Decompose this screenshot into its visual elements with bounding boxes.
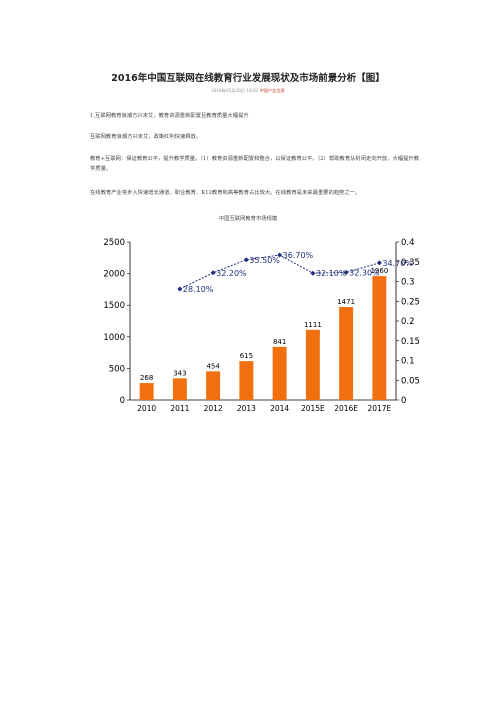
paragraph-4: 在线教育产业将步入快速增长通道。职业教育、K12教育和高等教育占比较大。在线教育…: [90, 190, 361, 196]
right-tick-label: 0.35: [401, 258, 420, 268]
bar: [239, 361, 254, 400]
growth-rate-point: [343, 269, 349, 275]
publish-date: 2016年05月28日 16:02: [211, 88, 259, 93]
paragraph-2: 互联网教育浪潮方兴未艾，政策红利快速释放。: [90, 134, 202, 140]
x-tick-label: 2012: [204, 404, 223, 413]
right-tick-label: 0.15: [401, 337, 420, 347]
growth-rate-label: 32.10%: [316, 269, 347, 278]
x-tick-label: 2015E: [301, 404, 325, 413]
right-tick-label: 0: [401, 396, 406, 406]
x-tick-label: 2016E: [334, 404, 358, 413]
bar: [339, 307, 354, 400]
growth-rate-point: [310, 270, 316, 276]
bar-value-label: 841: [273, 338, 286, 346]
paragraph-1: 1.互联网教育浪潮方兴未艾，教育资源重新配置且教育质量大幅提升: [90, 113, 249, 119]
x-tick-label: 2014: [270, 404, 289, 413]
left-tick-label: 2000: [103, 270, 125, 280]
left-tick-label: 2500: [103, 238, 125, 248]
left-tick-label: 1500: [103, 301, 125, 311]
growth-rate-label: 34.70%: [382, 259, 413, 268]
paragraph-3: 教育+互联网：保证教育公平，提升教学质量。（1）教育资源重新配置和整合，以保证教…: [90, 156, 419, 172]
page-title: 2016年中国互联网在线教育行业发展现状及市场前景分析【图】: [111, 73, 385, 84]
left-tick-label: 500: [109, 364, 125, 374]
growth-rate-point: [177, 286, 183, 292]
x-tick-label: 2011: [170, 404, 189, 413]
chart-caption: 中国互联网教育市场规模: [218, 216, 278, 222]
bar-value-label: 1111: [304, 321, 322, 329]
x-tick-label: 2017E: [367, 404, 391, 413]
right-tick-label: 0.3: [401, 278, 415, 288]
right-tick-label: 0.2: [401, 317, 415, 327]
bar-value-label: 615: [240, 352, 253, 360]
bar-value-label: 1960: [370, 267, 388, 275]
author-link[interactable]: 中国产业信息: [259, 88, 285, 93]
growth-rate-label: 35.50%: [249, 256, 280, 265]
growth-rate-label: 32.30%: [349, 268, 380, 277]
bar-value-label: 1471: [337, 298, 355, 306]
left-tick-label: 0: [120, 396, 125, 406]
bar: [172, 378, 187, 400]
bar: [272, 346, 287, 400]
growth-rate-label: 32.20%: [216, 269, 247, 278]
x-tick-label: 2010: [137, 404, 156, 413]
growth-rate-point: [376, 260, 382, 266]
right-tick-label: 0.25: [401, 297, 420, 307]
right-tick-label: 0.1: [401, 357, 415, 367]
left-tick-label: 1000: [103, 333, 125, 343]
bar-value-label: 454: [206, 362, 220, 370]
bar: [305, 329, 320, 400]
bar-value-label: 343: [173, 369, 186, 377]
growth-rate-point: [210, 270, 216, 276]
growth-rate-label: 36.70%: [283, 251, 314, 260]
market-size-chart: 0 500 1000 1500 2000 2500 0 0.05 0.1 0.15 0.2 0.25 0…: [103, 238, 420, 413]
growth-rate-point: [277, 252, 283, 258]
bar: [372, 276, 387, 400]
bar-value-label: 268: [140, 374, 153, 382]
x-tick-label: 2013: [237, 404, 256, 413]
bar: [139, 383, 154, 400]
article-meta: 2016年05月28日 16:02 中国产业信息: [0, 88, 496, 94]
growth-rate-point: [243, 257, 249, 263]
growth-rate-label: 28.10%: [183, 285, 214, 294]
right-tick-label: 0.05: [401, 376, 420, 386]
right-tick-label: 0.4: [401, 238, 415, 248]
bar: [206, 371, 221, 400]
